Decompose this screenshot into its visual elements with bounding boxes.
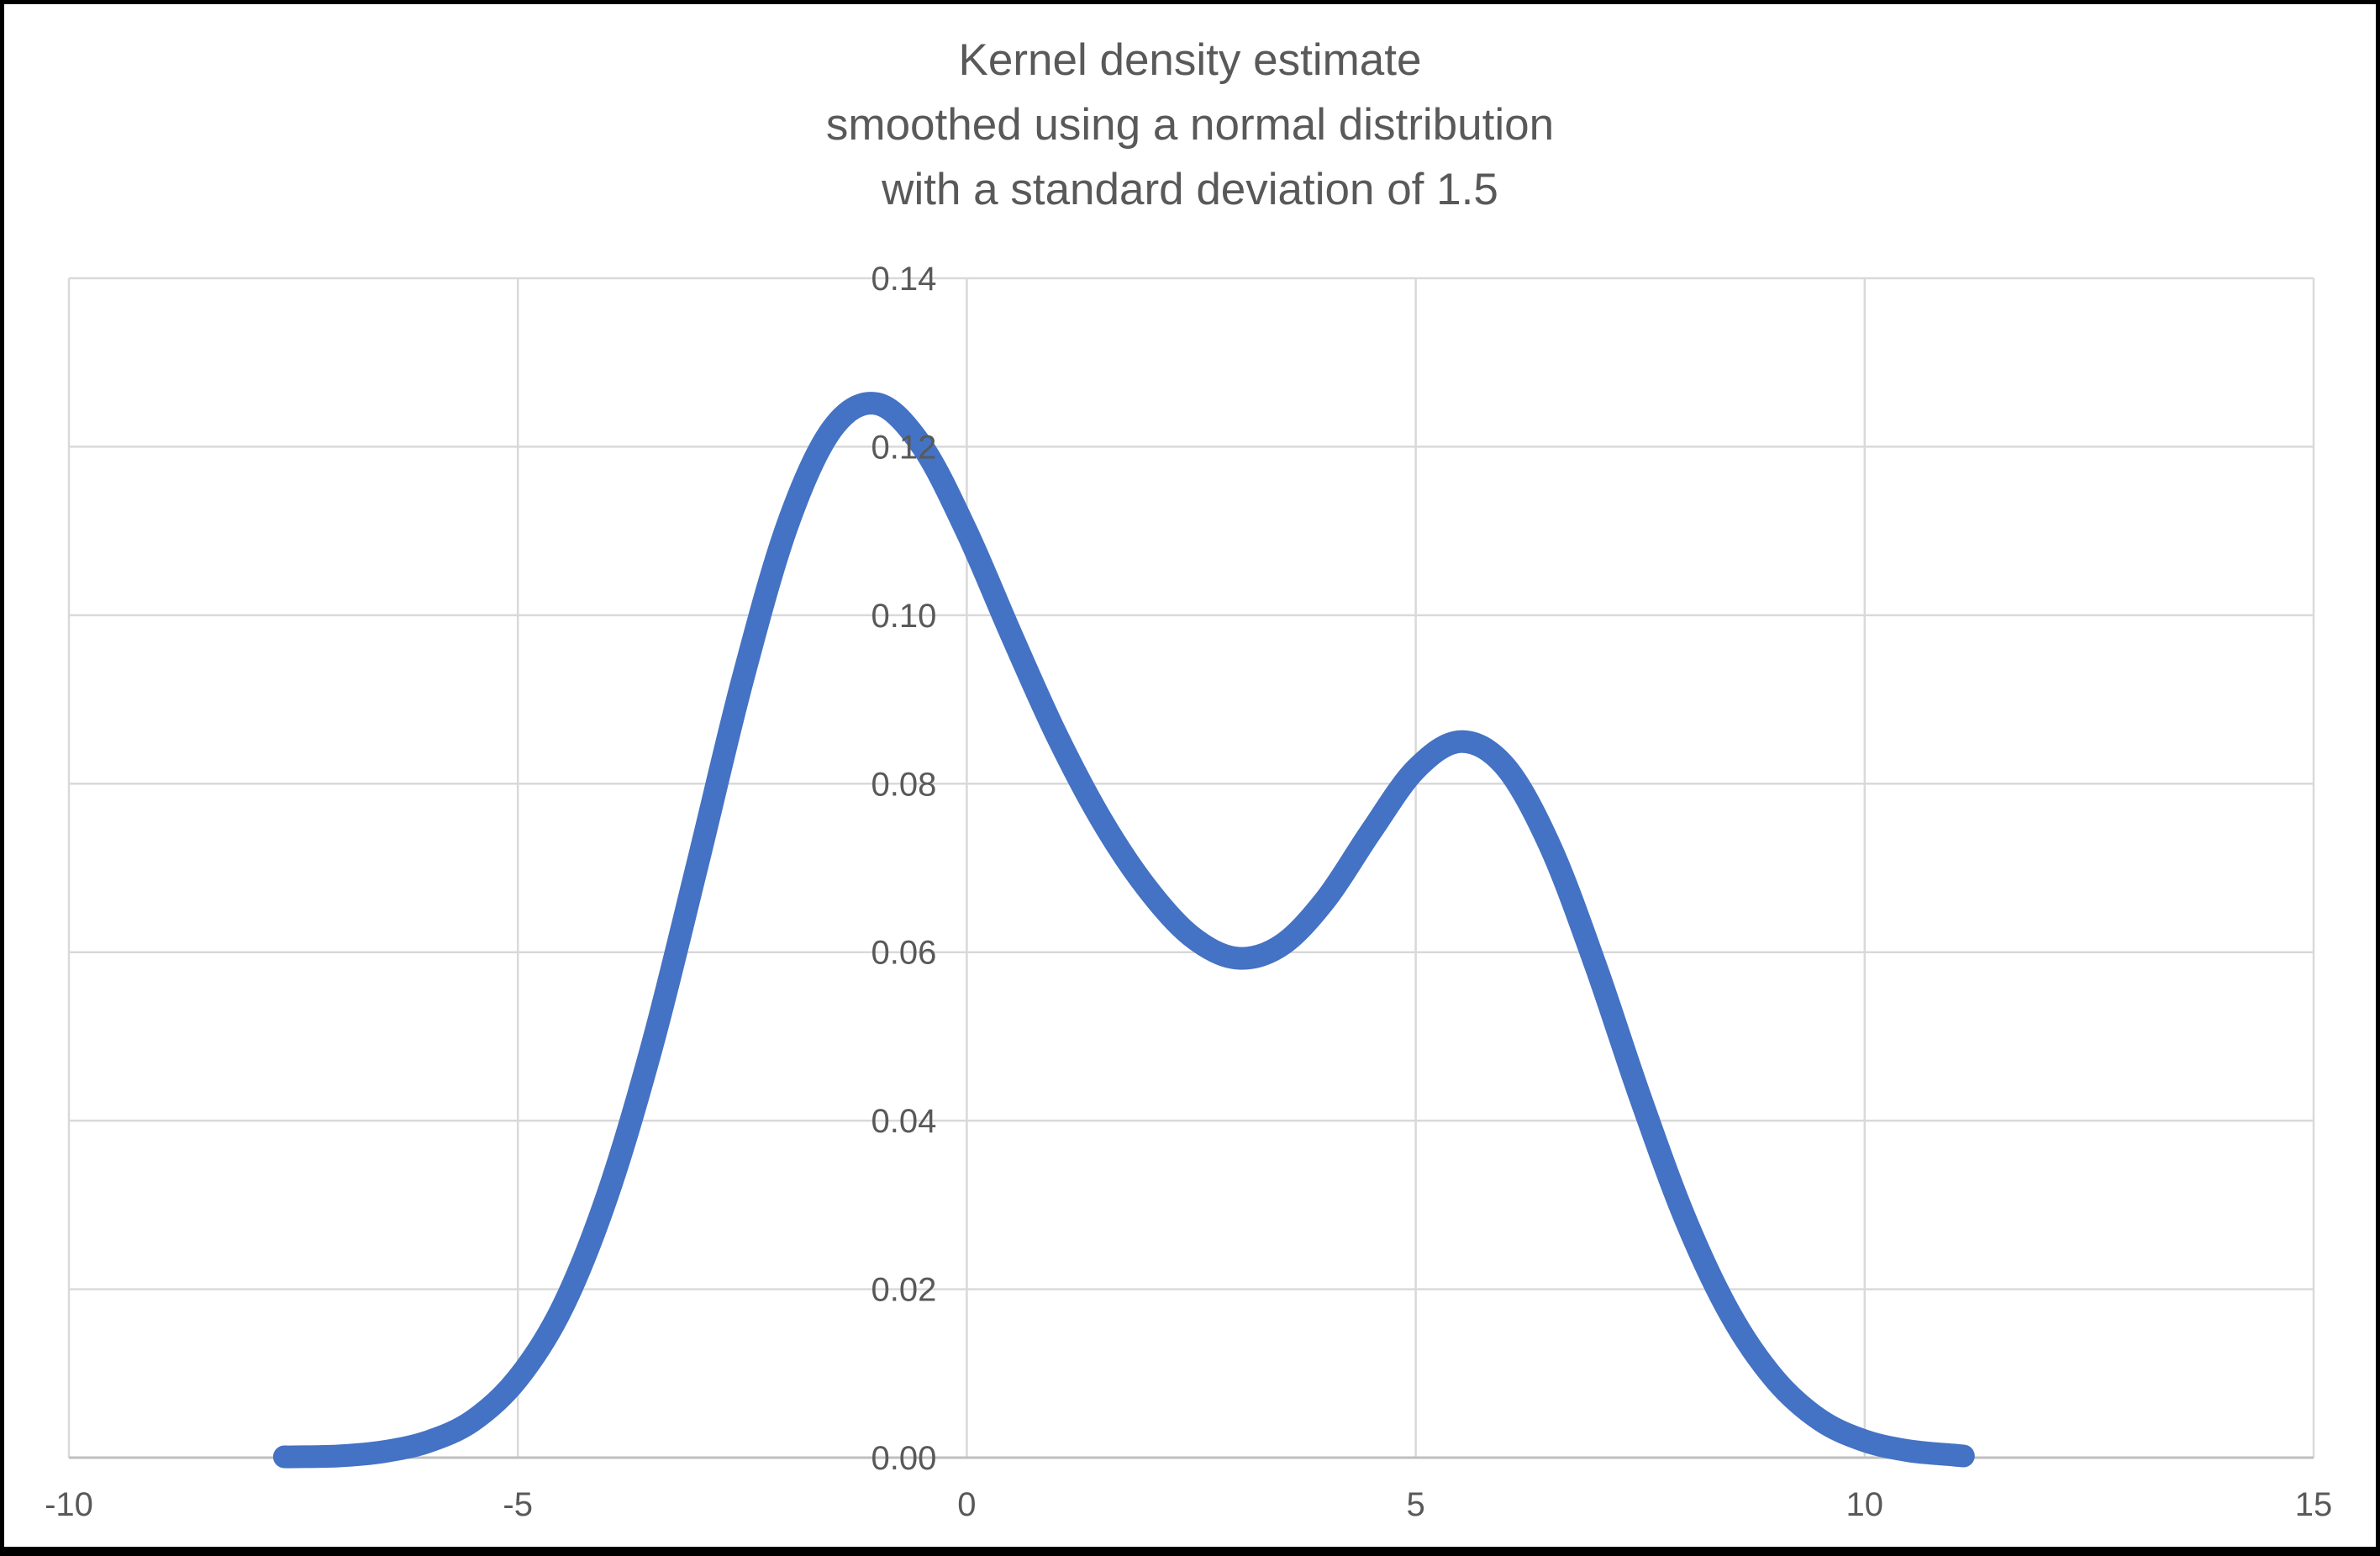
y-tick-label: 0.00 [871, 1440, 937, 1477]
y-tick-label: 0.10 [871, 598, 937, 635]
y-tick-label: 0.08 [871, 766, 937, 803]
x-tick-label: 15 [2295, 1486, 2333, 1523]
chart-title: Kernel density estimate smoothed using a… [0, 28, 2380, 222]
y-tick-label: 0.12 [871, 429, 937, 466]
x-tick-label: 5 [1406, 1486, 1424, 1523]
kde-curve [272, 392, 1975, 1469]
y-tick-label: 0.14 [871, 261, 937, 298]
x-tick-label: 0 [957, 1486, 976, 1523]
chart-title-line-3: with a standard deviation of 1.5 [882, 165, 1498, 214]
x-tick-label: -10 [45, 1486, 93, 1523]
x-tick-label: -5 [503, 1486, 533, 1523]
y-tick-label: 0.04 [871, 1103, 937, 1140]
chart-title-line-2: smoothed using a normal distribution [825, 100, 1555, 150]
y-tick-label: 0.06 [871, 935, 937, 972]
y-tick-label: 0.02 [871, 1272, 937, 1309]
chart-title-line-1: Kernel density estimate [958, 35, 1422, 85]
x-tick-label: 10 [1846, 1486, 1884, 1523]
